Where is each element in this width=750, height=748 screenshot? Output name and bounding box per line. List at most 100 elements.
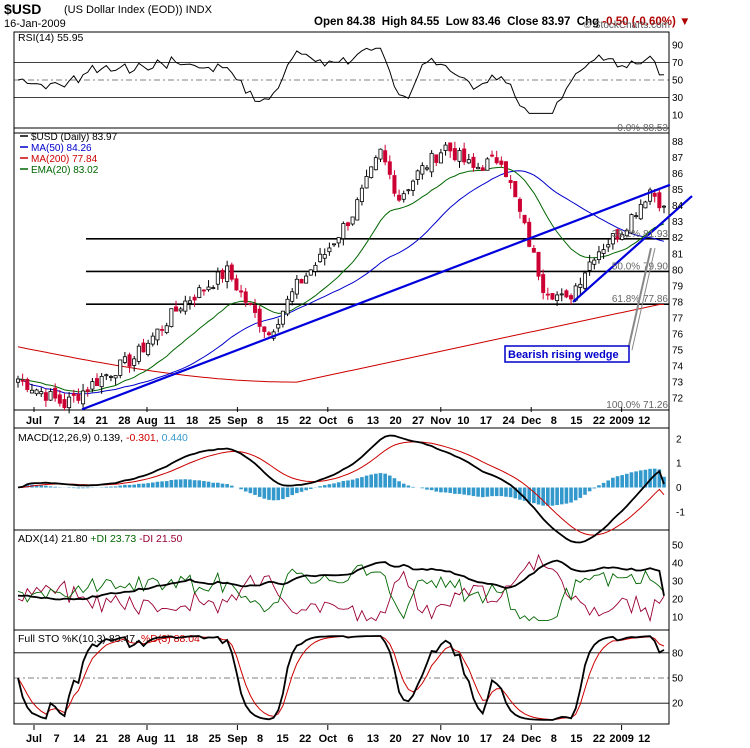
candle-body <box>122 356 127 363</box>
macd-histogram-bar <box>499 487 504 497</box>
candle-body <box>499 160 504 165</box>
candle-body <box>248 302 253 305</box>
macd-histogram-bar <box>546 487 550 506</box>
candle-body <box>215 271 220 285</box>
macd-histogram-bar <box>336 482 341 488</box>
macd-histogram-bar <box>467 487 471 496</box>
rsi-tick-label: 30 <box>672 93 684 104</box>
x-axis-label: 8 <box>257 415 263 427</box>
x-axis-label: Jul <box>26 733 42 745</box>
macd-histogram-bar <box>271 487 276 501</box>
x-axis-label: 13 <box>367 415 379 427</box>
macd-histogram-bar <box>392 478 397 488</box>
macd-histogram-bar <box>364 475 369 488</box>
x-axis-label: 22 <box>593 733 605 745</box>
plus-di-line <box>17 564 665 622</box>
macd-histogram-bar <box>281 487 285 500</box>
price-tick-label: 80 <box>672 265 684 276</box>
candle-body <box>513 180 518 198</box>
candle-body <box>85 389 90 392</box>
macd-histogram-bar <box>164 481 169 488</box>
macd-histogram-bar <box>369 474 374 488</box>
macd-histogram-bar <box>276 487 281 501</box>
x-axis-label: 12 <box>638 415 650 427</box>
price-tick-label: 74 <box>672 362 684 373</box>
x-axis-label: 6 <box>347 733 353 745</box>
rsi-tick-label: 50 <box>672 76 684 87</box>
candle-body <box>527 221 532 247</box>
wedge-annotation: Bearish rising wedge <box>504 247 656 363</box>
x-axis-label: 27 <box>412 733 424 745</box>
candle-body <box>555 294 560 301</box>
macd-histogram-bar <box>44 485 48 488</box>
macd-histogram-bar <box>322 485 327 488</box>
candle-body <box>424 167 429 170</box>
macd-histogram-bar <box>239 487 243 490</box>
x-axis-label: 2009 <box>609 733 633 745</box>
candle-body <box>415 170 420 180</box>
candle-body <box>234 278 239 291</box>
candle-body <box>536 251 541 277</box>
candle-body <box>108 376 113 378</box>
x-axis-label: 25 <box>209 733 221 745</box>
candle-body <box>81 390 86 405</box>
macd-histogram-bar <box>360 477 364 488</box>
adx-line <box>17 559 665 601</box>
macd-histogram-bar <box>253 487 257 495</box>
candle-body <box>201 289 206 292</box>
candle-body <box>280 310 285 325</box>
x-axis-label: 22 <box>299 733 311 745</box>
candle-body <box>578 283 583 288</box>
macd-histogram-bar <box>341 480 346 488</box>
candle-body <box>43 392 48 401</box>
macd-histogram-bar <box>355 478 360 488</box>
x-axis-label: 18 <box>186 733 198 745</box>
macd-histogram-bar <box>629 472 634 488</box>
candle-body <box>262 326 267 332</box>
candle-body <box>569 295 574 300</box>
macd-histogram-bar <box>308 487 313 490</box>
macd-histogram-bar <box>53 486 57 488</box>
x-axis-label: 11 <box>164 415 176 427</box>
macd-histogram-bar <box>48 486 53 488</box>
macd-histogram-bar <box>346 480 350 488</box>
candle-body <box>67 396 72 409</box>
price-tick-label: 82 <box>672 233 684 244</box>
candle-body <box>318 253 323 263</box>
x-axis-label: Dec <box>521 415 541 427</box>
x-axis-label: Aug <box>136 415 157 427</box>
x-axis-label: Nov <box>430 415 452 427</box>
x-axis-label: 15 <box>276 733 288 745</box>
macd-histogram-bar <box>211 482 215 488</box>
candle-body <box>485 158 490 171</box>
macd-histogram-bar <box>374 473 378 488</box>
macd-histogram-bar <box>564 487 569 504</box>
macd-title: MACD(12,26,9) 0.139, -0.301, 0.440 <box>18 432 188 444</box>
macd-histogram-bar <box>299 487 304 492</box>
candle-body <box>178 308 183 312</box>
fib-label: 50.0% 79.90 <box>612 261 669 272</box>
x-axis-label: Oct <box>319 415 338 427</box>
macd-histogram-bar <box>615 476 620 488</box>
adx-panel-frame <box>13 529 670 631</box>
macd-histogram-bar <box>332 483 336 488</box>
candle-body <box>434 154 439 163</box>
macd-histogram-bar <box>34 485 39 488</box>
macd-histogram-bar <box>652 468 657 488</box>
x-axis-label: 22 <box>593 415 605 427</box>
macd-histogram-bar <box>406 485 411 488</box>
candle-body <box>206 286 211 291</box>
candle-body <box>76 393 81 401</box>
macd-histogram-bar <box>109 486 113 488</box>
macd-histogram-bar <box>425 487 429 490</box>
macd-histogram-bar <box>443 487 448 493</box>
macd-histogram-bar <box>383 473 387 488</box>
candle-body <box>601 249 606 254</box>
x-axis-label: 2009 <box>609 415 633 427</box>
macd-histogram-bar <box>118 485 123 488</box>
price-tick-label: 81 <box>672 249 684 260</box>
rsi-line <box>17 47 665 114</box>
candle-body <box>294 278 299 295</box>
macd-histogram-bar <box>220 483 225 488</box>
